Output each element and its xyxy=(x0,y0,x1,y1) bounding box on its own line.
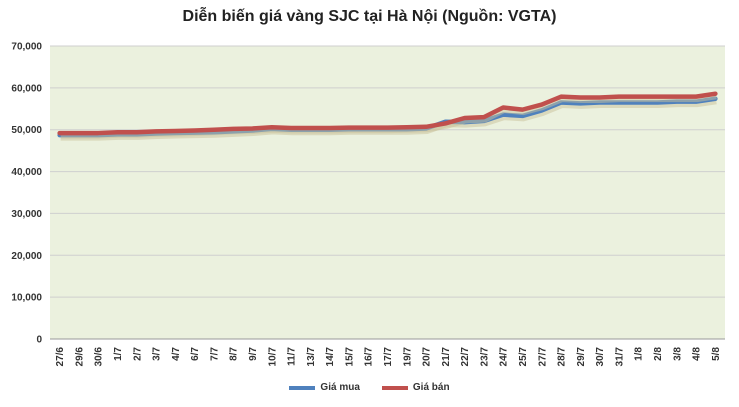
x-tick-label: 13/7 xyxy=(306,347,317,367)
legend-item-sell: Giá bán xyxy=(381,382,450,393)
y-tick-label: 30,000 xyxy=(11,209,42,220)
legend-item-buy: Giá mua xyxy=(289,382,360,393)
x-tick-label: 6/7 xyxy=(190,347,201,361)
x-tick-label: 4/7 xyxy=(171,347,182,361)
legend-swatch-buy xyxy=(289,385,316,390)
legend-label-sell: Giá bán xyxy=(412,382,450,393)
x-tick-label: 9/7 xyxy=(248,347,259,361)
x-tick-label: 31/7 xyxy=(614,347,625,367)
y-tick-label: 0 xyxy=(36,335,42,346)
x-tick-label: 15/7 xyxy=(344,347,355,367)
x-tick-label: 11/7 xyxy=(287,347,298,366)
x-tick-label: 30/6 xyxy=(94,347,105,367)
x-tick-label: 17/7 xyxy=(383,347,394,367)
x-tick-label: 29/7 xyxy=(576,347,587,367)
x-tick-label: 4/8 xyxy=(692,347,703,361)
x-tick-label: 27/6 xyxy=(55,347,66,367)
x-tick-label: 3/8 xyxy=(672,347,683,361)
legend-swatch-sell xyxy=(381,385,408,390)
x-tick-label: 2/8 xyxy=(653,347,664,361)
legend-label-buy: Giá mua xyxy=(320,382,360,393)
x-tick-label: 3/7 xyxy=(152,347,163,361)
x-tick-label: 1/8 xyxy=(634,347,645,361)
plot-area xyxy=(50,46,725,339)
x-tick-label: 25/7 xyxy=(518,347,529,367)
x-tick-label: 1/7 xyxy=(113,347,124,361)
x-tick-label: 23/7 xyxy=(479,347,490,367)
x-tick-label: 14/7 xyxy=(325,347,336,367)
series-shadow-1 xyxy=(60,94,717,139)
y-tick-label: 40,000 xyxy=(11,167,42,178)
y-tick-label: 60,000 xyxy=(11,83,42,94)
x-tick-label: 28/7 xyxy=(557,347,568,367)
x-tick-label: 10/7 xyxy=(267,347,278,367)
x-tick-label: 8/7 xyxy=(229,347,240,361)
legend: Giá mua Giá bán xyxy=(0,382,739,393)
y-tick-label: 10,000 xyxy=(11,293,42,304)
x-tick-label: 5/8 xyxy=(711,347,722,361)
x-tick-label: 29/6 xyxy=(74,347,85,367)
x-tick-label: 20/7 xyxy=(422,347,433,367)
y-tick-label: 20,000 xyxy=(11,251,42,262)
chart-title: Diễn biến giá vàng SJC tại Hà Nội (Nguồn… xyxy=(182,8,557,25)
x-tick-label: 24/7 xyxy=(499,347,510,367)
x-tick-label: 7/7 xyxy=(209,347,220,361)
x-tick-label: 2/7 xyxy=(132,347,143,361)
x-tick-label: 21/7 xyxy=(441,347,452,367)
x-tick-label: 22/7 xyxy=(460,347,471,367)
x-tick-label: 30/7 xyxy=(595,347,606,367)
x-tick-label: 19/7 xyxy=(402,347,413,367)
y-tick-label: 70,000 xyxy=(11,42,42,53)
y-tick-label: 50,000 xyxy=(11,125,42,136)
x-tick-label: 16/7 xyxy=(364,347,375,367)
x-tick-label: 27/7 xyxy=(537,347,548,367)
